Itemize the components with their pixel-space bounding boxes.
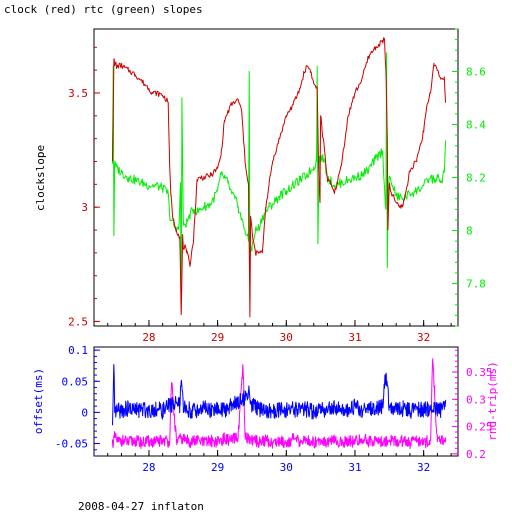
offset-x-tick-label: 30	[280, 461, 293, 474]
offset-x-tick-label: 29	[211, 461, 224, 474]
offset-x-tick-label: 28	[142, 461, 155, 474]
rnd-trip-right-y-tick-label: 0.25	[466, 421, 493, 434]
slopes-right-y-tick-label: 7.8	[466, 278, 486, 291]
rnd-trip-right-axis-label: rnd-trip(ms)	[486, 361, 499, 440]
rnd-trip-series-line	[112, 358, 447, 450]
slopes-left-y-tick-label: 3.5	[68, 87, 88, 100]
slopes-plot-frame	[93, 28, 459, 327]
slopes-left-y-tick-label: 3	[81, 201, 88, 214]
offset-series-line	[112, 364, 447, 426]
slopes-right-y-tick-label: 8.6	[466, 65, 486, 78]
chart-title: clock (red) rtc (green) slopes	[4, 3, 203, 16]
slopes-panel: clockslope 28 29 30 31 32 2.5 3 3.5 7.8 8 8.2 8.4 8.…	[34, 28, 486, 344]
offset-left-y-tick-label: -0.05	[55, 438, 88, 451]
slopes-x-tick-label: 32	[417, 331, 430, 344]
rnd-trip-right-y-tick-label: 0.2	[466, 448, 486, 461]
slopes-left-y-tick-label: 2.5	[68, 315, 88, 328]
offset-marks: 28 29 30 31 32 -0.05 0 0.05 0.1 0.2 0.25 0.3 0.35	[55, 344, 493, 474]
slopes-right-y-tick-label: 8.4	[466, 118, 486, 131]
slopes-x-tick-label: 28	[142, 331, 155, 344]
offset-left-y-tick-label: 0.05	[62, 375, 89, 388]
offset-plot-frame	[93, 346, 459, 457]
slopes-x-tick-label: 30	[280, 331, 293, 344]
slopes-left-axis-label: clockslope	[34, 145, 47, 211]
slopes-right-y-tick-label: 8	[466, 225, 473, 238]
slopes-x-tick-label: 29	[211, 331, 224, 344]
offset-panel: offset(ms) rnd-trip(ms) 28 29 30 31 32 -0.05 0…	[32, 344, 499, 474]
slopes-right-y-tick-label: 8.2	[466, 172, 486, 185]
offset-left-y-tick-label: 0	[81, 406, 88, 419]
slopes-x-tick-label: 31	[348, 331, 361, 344]
offset-left-axis-label: offset(ms)	[32, 368, 45, 434]
offset-x-tick-label: 32	[417, 461, 430, 474]
clock-series-line	[112, 37, 447, 318]
rnd-trip-right-y-tick-label: 0.35	[466, 366, 493, 379]
slopes-marks: 28 29 30 31 32 2.5 3 3.5 7.8 8 8.2 8.4 8.6	[68, 28, 486, 344]
footer-caption: 2008-04-27 inflaton	[78, 500, 204, 513]
rtc-series-line	[112, 52, 447, 311]
rnd-trip-right-y-tick-label: 0.3	[466, 393, 486, 406]
offset-left-y-tick-label: 0.1	[68, 344, 88, 357]
offset-x-tick-label: 31	[348, 461, 361, 474]
